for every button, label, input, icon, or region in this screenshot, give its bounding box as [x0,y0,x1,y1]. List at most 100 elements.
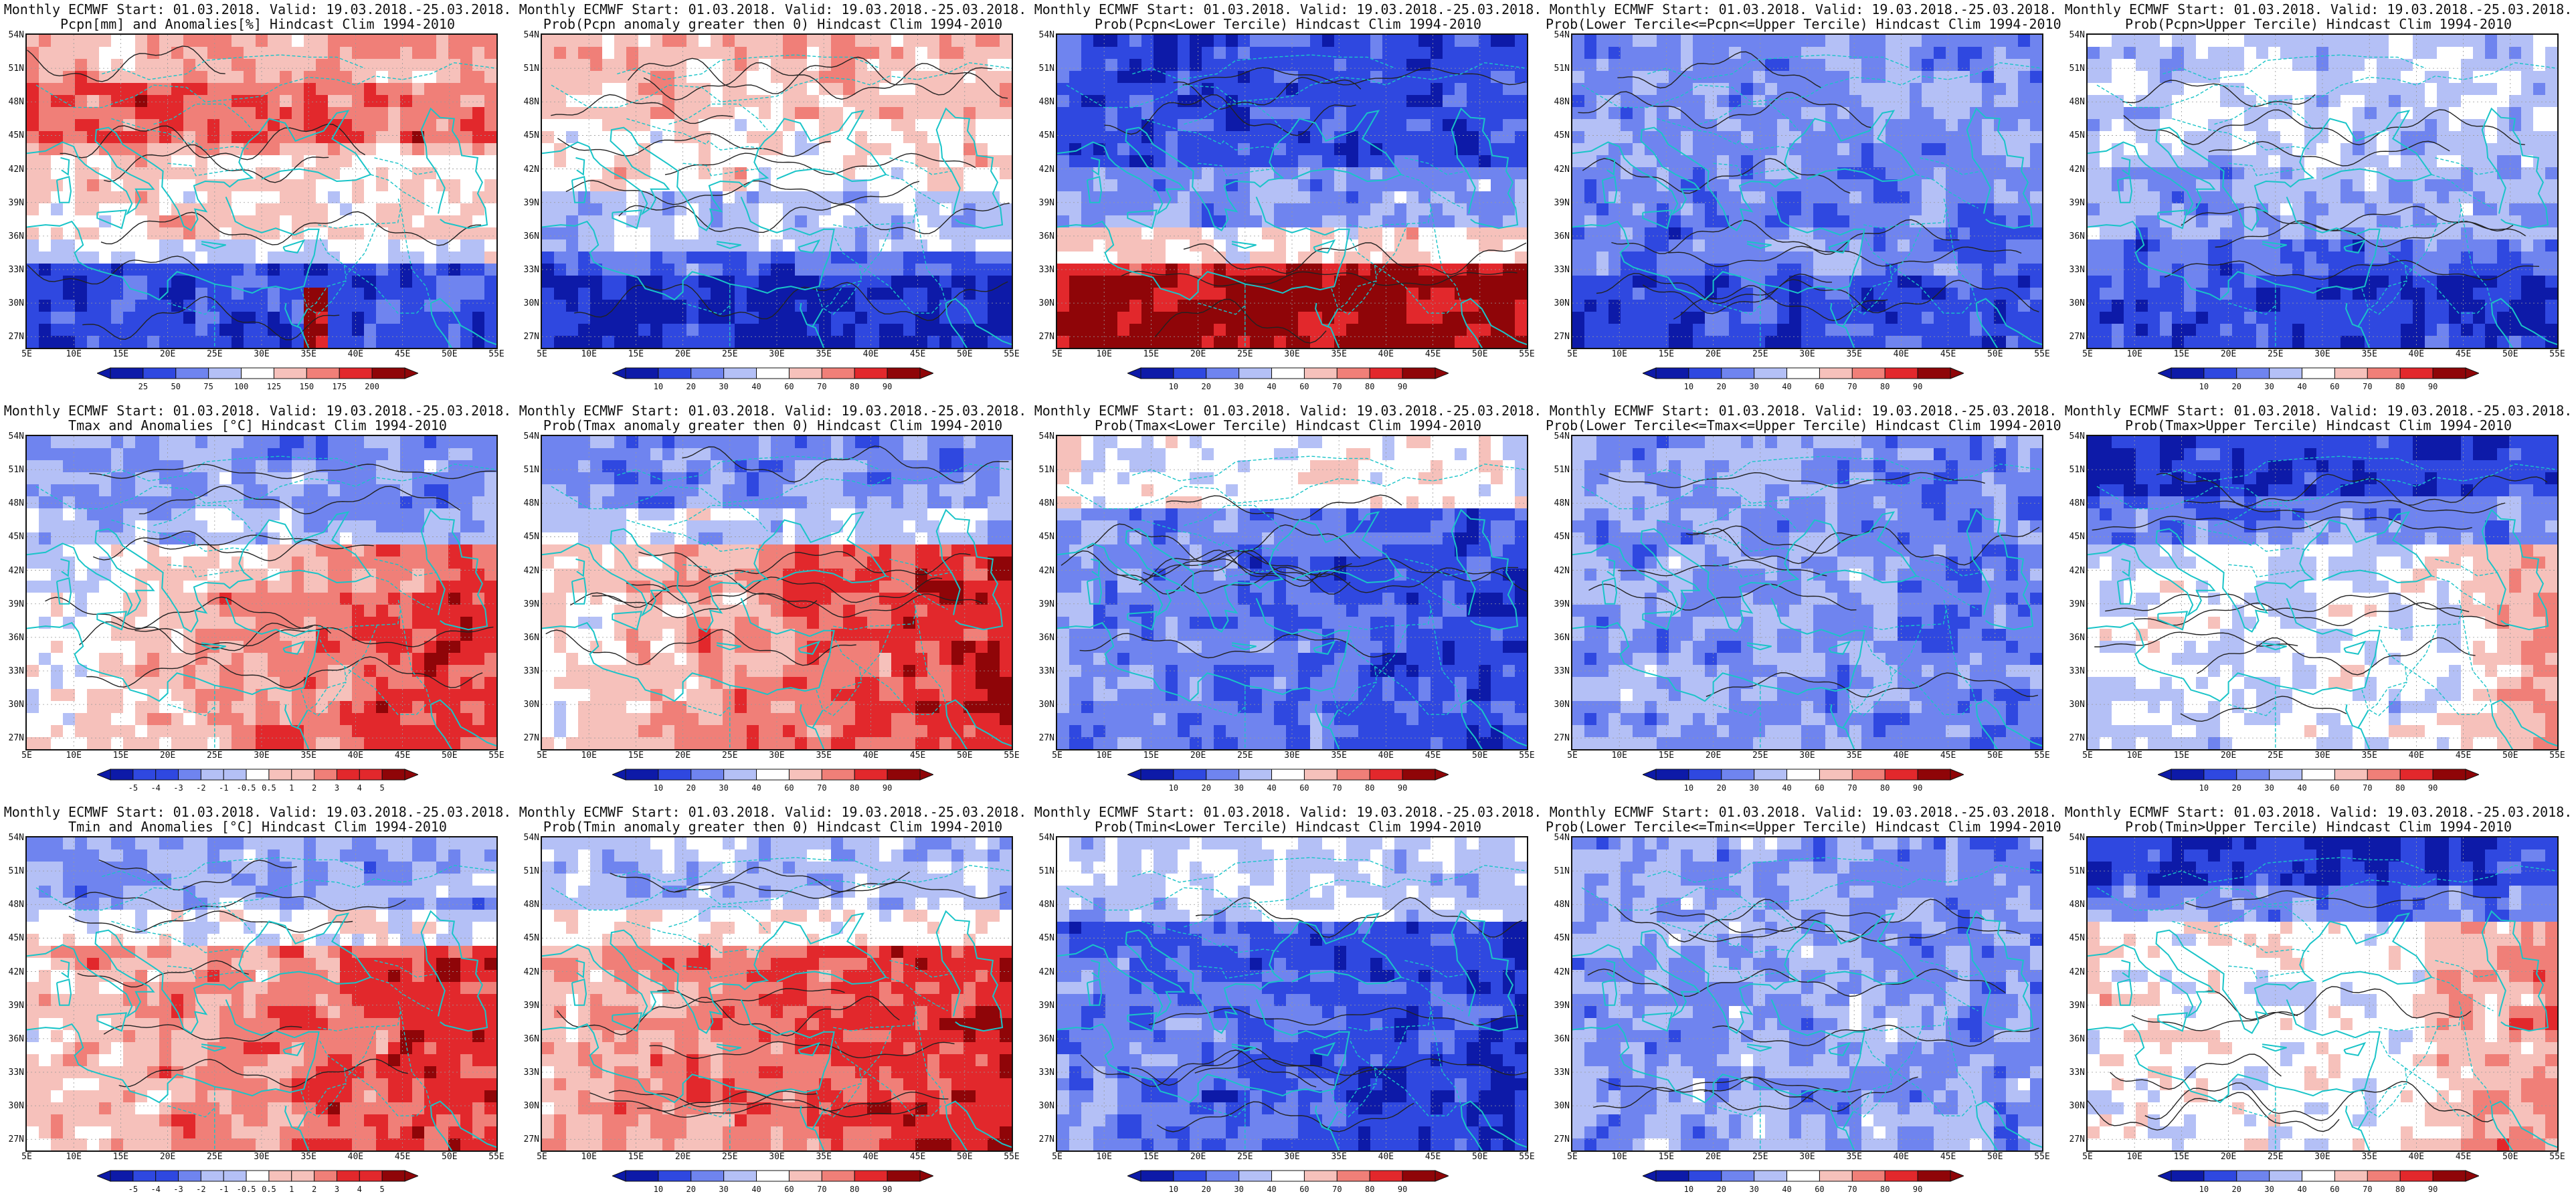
latitude-tick-label: 33N [1554,265,1570,275]
colorbar-tick-label: 30 [719,382,729,391]
latitude-tick-label: 39N [8,1000,24,1011]
coastlines [27,910,496,1150]
latitude-tick-label: 33N [8,666,24,676]
colorbar-tick-label: 90 [2427,382,2438,391]
latitude-tick-label: 42N [1038,565,1054,576]
shaded-field [1572,837,2042,1150]
forecast-map [1056,33,1528,349]
map-panel: Monthly ECMWF Start: 01.03.2018. Valid: … [2061,0,2576,401]
longitude-tick-label: 30E [1799,750,1815,761]
colorbar [97,769,418,781]
latitude-tick-label: 42N [1554,164,1570,175]
latitude-tick-label: 48N [523,97,539,108]
latitude-tick-label: 30N [523,700,539,710]
colorbar-tick-label: -1 [218,783,229,793]
colorbar [1643,769,1964,781]
latitude-tick-label: 48N [1038,97,1054,108]
longitude-tick-label: 50E [2502,349,2518,359]
longitude-tick-label: 35E [300,349,316,359]
colorbar-tick-label: 60 [784,1185,794,1194]
colorbar-tick-label: -5 [128,783,139,793]
latitude-tick-label: 42N [2069,164,2085,175]
panel-title-field: Prob(Tmin anomaly greater then 0) Hindca… [543,819,1003,835]
colorbar-tick-label: 70 [2363,382,2373,391]
longitude-tick-label: 35E [300,1152,316,1162]
longitude-tick-label: 10E [2126,1152,2142,1162]
latitude-tick-label: 33N [2069,666,2085,676]
longitude-tick-label: 40E [862,349,879,359]
panel-title-field: Prob(Tmax>Upper Tercile) Hindcast Clim 1… [2125,417,2512,433]
graticule [542,837,1012,1150]
colorbar-tick-label: 10 [1168,382,1179,391]
colorbar [2158,367,2479,379]
latitude-tick-label: 39N [1554,599,1570,609]
latitude-tick-label: 39N [523,1000,539,1011]
longitude-tick-label: 55E [1519,1152,1535,1162]
longitude-tick-label: 45E [394,1152,411,1162]
latitude-tick-label: 42N [2069,565,2085,576]
longitude-tick-label: 10E [2126,349,2142,359]
longitude-tick-label: 55E [2034,349,2050,359]
latitude-tick-label: 48N [8,97,24,108]
forecast-map [25,836,498,1152]
latitude-tick-label: 39N [1554,1000,1570,1011]
country-borders [2096,456,2557,749]
longitude-tick-label: 25E [2268,1152,2284,1162]
longitude-tick-label: 25E [722,349,738,359]
longitude-tick-label: 35E [1846,349,1862,359]
longitude-tick-label: 20E [159,349,176,359]
latitude-tick-label: 27N [1554,733,1570,744]
latitude-tick-label: 33N [523,265,539,275]
colorbar-tick-label: -2 [196,1185,206,1194]
longitude-tick-label: 5E [1567,750,1578,761]
longitude-tick-label: 10E [581,349,597,359]
latitude-tick-label: 42N [8,565,24,576]
colorbar-tick-label: 30 [719,1185,729,1194]
colorbar [612,367,933,379]
colorbar-tick-label: 10 [653,783,664,793]
latitude-tick-label: 48N [2069,498,2085,509]
longitude-tick-label: 30E [1799,1152,1815,1162]
colorbar-tick-label: 90 [1912,382,1923,391]
contour-lines [1578,51,2039,322]
colorbar-tick-label: 70 [2363,783,2373,793]
colorbar-tick-label: 30 [1749,382,1759,391]
colorbar-tick-label: 80 [1364,1185,1375,1194]
longitude-tick-label: 10E [1611,750,1627,761]
colorbar-tick-label: 5 [379,783,385,793]
longitude-tick-label: 25E [207,1152,223,1162]
colorbar-tick-label: 20 [686,783,696,793]
longitude-tick-label: 35E [1331,1152,1347,1162]
panel-title-field: Pcpn[mm] and Anomalies[%] Hindcast Clim … [60,16,455,32]
latitude-tick-label: 54N [1554,431,1570,441]
latitude-tick-label: 54N [2069,431,2085,441]
longitude-tick-label: 15E [1658,1152,1675,1162]
longitude-tick-label: 50E [1987,1152,2003,1162]
longitude-tick-label: 50E [2502,1152,2518,1162]
panel-title-run: Monthly ECMWF Start: 01.03.2018. Valid: … [2064,403,2573,419]
longitude-tick-label: 45E [2455,349,2472,359]
colorbar-tick-label: 40 [2297,382,2307,391]
longitude-tick-label: 5E [1052,349,1063,359]
colorbar-tick-label: 80 [849,1185,860,1194]
latitude-tick-label: 54N [2069,30,2085,40]
panel-title-run: Monthly ECMWF Start: 01.03.2018. Valid: … [2064,1,2573,17]
longitude-tick-label: 55E [1519,349,1535,359]
coastlines [2088,910,2557,1150]
panel-title-field: Prob(Tmin>Upper Tercile) Hindcast Clim 1… [2125,819,2512,835]
longitude-tick-label: 35E [2361,750,2377,761]
latitude-tick-label: 36N [523,632,539,643]
latitude-tick-label: 33N [8,265,24,275]
map-panel: Monthly ECMWF Start: 01.03.2018. Valid: … [515,803,1030,1204]
colorbar-tick-label: 75 [203,382,213,391]
colorbar-tick-label: 80 [2395,1185,2405,1194]
longitude-tick-label: 45E [1424,750,1441,761]
coastlines [27,508,496,749]
map-panel: Monthly ECMWF Start: 01.03.2018. Valid: … [0,0,515,401]
colorbar-tick-label: -0.5 [236,1185,256,1194]
latitude-tick-label: 54N [8,30,24,40]
graticule [1057,837,1527,1150]
colorbar-tick-label: 20 [1201,783,1211,793]
latitude-tick-label: 30N [523,298,539,309]
graticule [1572,436,2042,749]
